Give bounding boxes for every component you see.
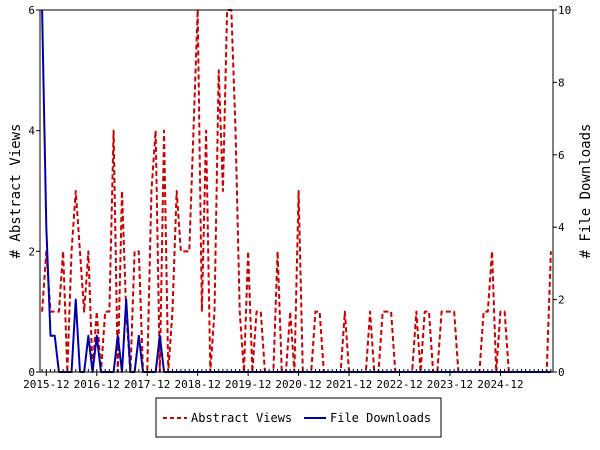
left-y-axis: 0 2 4 6 (28, 4, 40, 379)
x-tick-label: 2020-12 (275, 378, 321, 391)
x-tick-label: 2018-12 (175, 378, 221, 391)
left-tick-label: 6 (28, 4, 35, 17)
x-tick-label: 2022-12 (376, 378, 422, 391)
legend-box (155, 397, 442, 438)
legend: Abstract Views File Downloads (155, 397, 442, 438)
x-axis: 2015-12 2016-12 2017-12 2018-12 2019-12 2020-… (23, 369, 552, 391)
left-tick-label: 4 (28, 125, 35, 138)
series-line-abstract-views (41, 9, 552, 373)
right-tick-label: 2 (558, 294, 565, 307)
x-tick-label: 2023-12 (427, 378, 473, 391)
left-axis-title: # Abstract Views (8, 124, 24, 259)
legend-label-file-downloads: File Downloads (330, 411, 431, 425)
left-tick-label: 0 (28, 366, 35, 379)
x-tick-label: 2017-12 (124, 378, 170, 391)
x-tick-label: 2016-12 (74, 378, 120, 391)
right-y-axis: 0 2 4 6 8 10 (553, 4, 571, 379)
right-axis-title: # File Downloads (578, 124, 594, 259)
right-tick-label: 10 (558, 4, 571, 17)
plot-frame (39, 9, 554, 373)
right-tick-label: 0 (558, 366, 565, 379)
left-tick-label: 2 (28, 245, 35, 258)
right-tick-label: 4 (558, 221, 565, 234)
x-tick-label: 2024-12 (477, 378, 523, 391)
legend-label-abstract-views: Abstract Views (191, 411, 292, 425)
x-tick-label: 2019-12 (225, 378, 271, 391)
x-tick-label: 2015-12 (23, 378, 69, 391)
series-layer (41, 9, 552, 373)
x-tick-label: 2021-12 (326, 378, 372, 391)
right-tick-label: 6 (558, 149, 565, 162)
right-tick-label: 8 (558, 76, 565, 89)
